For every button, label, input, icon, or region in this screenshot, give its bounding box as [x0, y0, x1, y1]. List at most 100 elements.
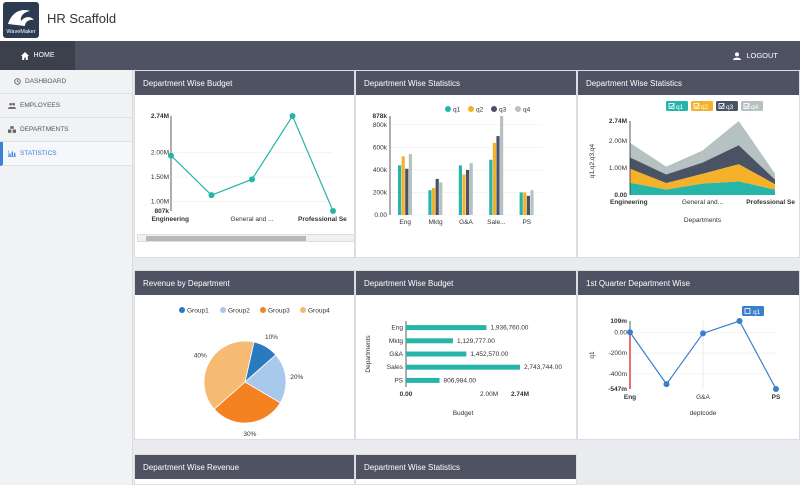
app-title: HR Scaffold	[47, 11, 117, 26]
check-icon	[744, 308, 751, 314]
x-tick-label: G&A	[696, 394, 710, 401]
y-axis-title: q1	[589, 351, 596, 359]
bar	[489, 159, 493, 215]
sidebar-item-dashboard[interactable]: DASHBOARD	[0, 70, 132, 94]
legend-dot	[179, 307, 185, 313]
legend-label: q4	[523, 107, 531, 114]
nav-bar: HOME LOGOUT	[0, 41, 800, 70]
legend-label: q1	[676, 104, 684, 111]
check-icon	[718, 103, 725, 109]
y-tick-label: PS	[394, 377, 403, 384]
panel-title: Department Wise Statistics	[578, 71, 799, 95]
bar	[496, 136, 500, 215]
x-tick-label: Eng	[399, 219, 411, 226]
app-logo[interactable]: WaveMaker	[3, 2, 39, 38]
legend-dot	[445, 106, 451, 112]
revenue-panel: Department Wise Revenue	[134, 454, 355, 485]
sidebar-item-label: STATISTICS	[20, 150, 57, 157]
statistics-area-chart: q1 q2 q3 q4 2.74M 2.00M 1.00M 0.00 q1,q2,q3,q4 En…	[589, 101, 795, 224]
legend-label: q1	[453, 107, 461, 114]
x-tick-label: PS	[772, 394, 781, 401]
data-label: 1,936,760.00	[490, 325, 528, 332]
bar	[405, 168, 409, 215]
bar	[435, 178, 439, 215]
statistics-panel-2: Department Wise Statistics	[355, 454, 577, 485]
pie-slice	[203, 340, 255, 410]
pie-label: 10%	[265, 334, 278, 341]
y-tick-label: 2.74M	[151, 113, 169, 120]
data-point	[700, 330, 706, 337]
data-point	[168, 152, 174, 159]
sidebar-item-employees[interactable]: EMPLOYEES	[0, 94, 132, 118]
bar	[406, 351, 467, 357]
chart-scrollbar[interactable]	[137, 234, 355, 242]
x-tick-label: 2.00M	[480, 391, 498, 398]
data-point	[208, 192, 215, 199]
x-tick-label: Engineering	[151, 216, 189, 223]
data-label: 806,984.00	[444, 377, 477, 384]
y-tick-label: 0.00	[614, 329, 627, 336]
area-series	[630, 181, 775, 195]
check-mark-icon	[694, 103, 700, 109]
y-axis-title: q1,q2,q3,q4	[589, 143, 596, 178]
x-tick-label: 0.00	[400, 391, 413, 398]
y-tick-label: Mktg	[389, 338, 403, 345]
bar	[492, 142, 496, 215]
budget-hbar-chart: Eng 1,936,760.00 Mktg 1,129,777.00 G&A 1,452,…	[365, 321, 562, 417]
y-tick-label: 0.00	[374, 212, 387, 219]
panel-title: Revenue by Department	[135, 271, 354, 295]
scrollbar-thumb[interactable]	[146, 236, 306, 241]
revenue-pie-chart: Group1 Group2 Group3 Group4 10% 20% 30% 40%	[179, 307, 330, 438]
y-tick-label: Eng	[391, 325, 403, 332]
user-icon	[733, 51, 742, 60]
x-tick-label: Eng	[624, 394, 636, 401]
sidebar-item-label: DEPARTMENTS	[20, 126, 69, 133]
bar	[469, 163, 473, 215]
panel-title: Department Wise Budget	[135, 71, 354, 95]
y-tick-label: Sales	[387, 364, 404, 371]
logout-label: LOGOUT	[746, 51, 778, 60]
check-mark-icon	[669, 103, 675, 109]
chart-icon	[8, 150, 16, 157]
legend-label: Group1	[187, 308, 209, 315]
x-tick-label: Professional Se	[746, 199, 795, 206]
legend-label: q1	[753, 309, 761, 316]
y-tick-label: 1.00M	[151, 199, 169, 206]
home-nav-button[interactable]: HOME	[0, 41, 75, 70]
legend-label: q4	[751, 104, 759, 111]
sidebar-item-statistics[interactable]: STATISTICS	[0, 142, 132, 166]
pie-label: 20%	[290, 374, 303, 381]
area-series	[630, 164, 775, 190]
legend-dot	[468, 106, 474, 112]
bar	[466, 169, 470, 215]
budget-hbar-panel: Department Wise Budget Eng 1,936,760.00 Mk…	[355, 270, 577, 440]
data-point	[289, 113, 296, 119]
y-tick-label: 200k	[373, 189, 388, 196]
panel-title: Department Wise Statistics	[356, 71, 576, 95]
check-mark-icon	[744, 103, 750, 109]
series-line	[170, 114, 334, 212]
bar	[406, 377, 440, 383]
bar	[428, 190, 432, 215]
check-mark-icon	[719, 103, 725, 109]
panel-title: Department Wise Statistics	[356, 455, 576, 479]
bar	[526, 195, 530, 215]
top-bar: WaveMaker HR Scaffold	[0, 0, 800, 41]
data-point	[627, 329, 633, 336]
x-tick-label: Engineering	[610, 199, 648, 206]
y-tick-label: 109m	[610, 318, 627, 325]
legend-label: q3	[499, 107, 507, 114]
check-icon	[668, 103, 675, 109]
legend-dot	[515, 106, 521, 112]
statistics-area-panel: Department Wise Statistics q1 q2 q3 q4 2.74M…	[577, 70, 800, 258]
legend-dot	[300, 307, 306, 313]
sidebar-item-departments[interactable]: DEPARTMENTS	[0, 118, 132, 142]
y-axis-title: Departments	[365, 335, 372, 373]
logout-button[interactable]: LOGOUT	[733, 41, 778, 70]
x-tick-label: Professional Se	[298, 216, 347, 223]
check-icon	[693, 103, 700, 109]
y-tick-label: G&A	[389, 351, 403, 358]
data-label: 1,452,570.00	[470, 351, 508, 358]
legend-label: q3	[726, 104, 734, 111]
